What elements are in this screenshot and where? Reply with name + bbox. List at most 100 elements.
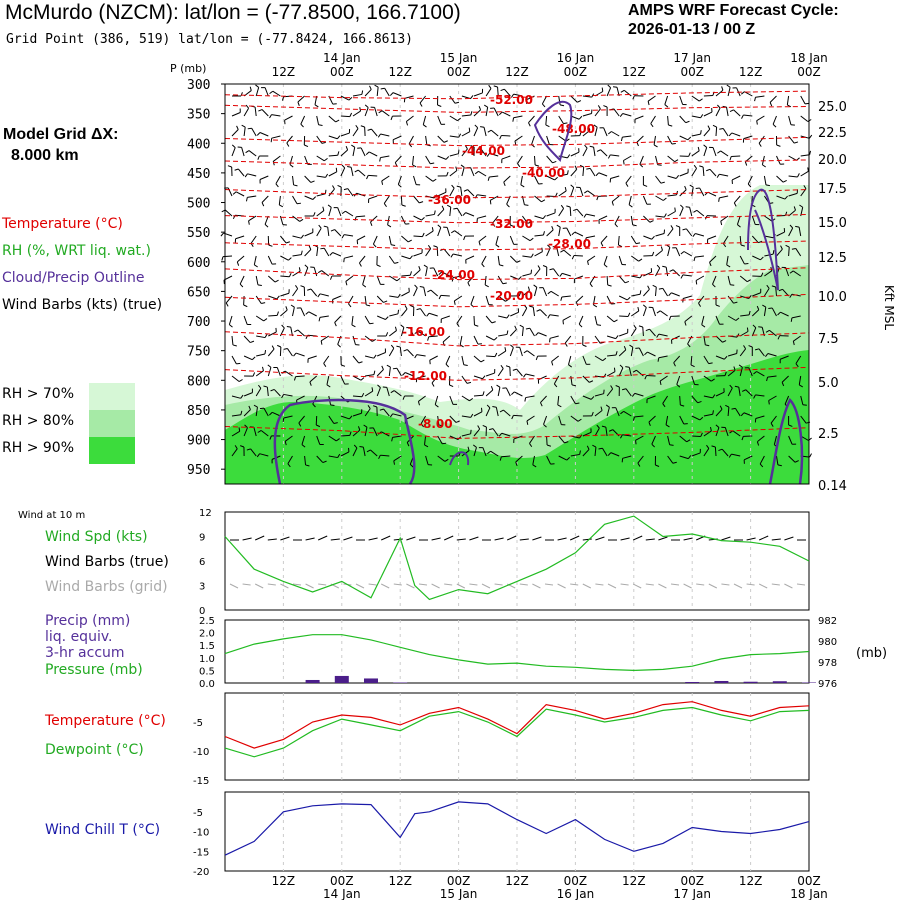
wind-barb: [352, 147, 356, 157]
wind-barb: [771, 307, 777, 317]
wind-barb: [503, 175, 511, 183]
wind-barb-flag: [748, 345, 753, 348]
wind-barb-flag: [632, 416, 635, 421]
wind-barb: [376, 295, 384, 303]
wind-barb: [372, 235, 378, 245]
wind-barb-flag: [258, 109, 263, 112]
wind-barb-flag: [267, 364, 272, 368]
wind-barb-flag: [777, 464, 782, 467]
wind-barb: [459, 335, 463, 345]
wind-barb-flag: [568, 364, 572, 368]
wind-barb: [296, 395, 305, 401]
wind-barb: [380, 155, 390, 159]
wind-barb-flag: [644, 351, 648, 356]
wind-barb: [539, 309, 547, 317]
wind-barb: [357, 169, 366, 177]
wind10m-grid-barb: [519, 583, 528, 586]
wind-barb-flag: [493, 337, 498, 341]
wind-barb-flag: [778, 288, 783, 292]
wind-barb: [485, 295, 490, 305]
wind-barb-flag: [687, 136, 692, 141]
wind-barb-flag: [281, 324, 285, 329]
wind-barb: [247, 195, 257, 198]
wind-barb-flag: [564, 441, 569, 444]
wind-barb: [483, 127, 487, 137]
wind-barb: [241, 147, 245, 157]
wind-barb-flag: [642, 304, 647, 308]
wind-barb-flag: [758, 143, 762, 147]
wind-barb-flag: [656, 264, 661, 269]
wind-barb: [224, 209, 233, 217]
wind-barb: [618, 255, 623, 265]
wind-barb-flag: [591, 93, 595, 98]
wind10m-grid-barb: [557, 583, 566, 589]
wind-barb: [722, 128, 729, 137]
wind-barb: [582, 355, 587, 365]
wind-barb: [319, 293, 329, 297]
wind-barb: [377, 352, 386, 357]
wind-barb-flag: [663, 213, 667, 218]
wind-barb: [352, 412, 362, 417]
wind-barb-flag: [789, 294, 793, 298]
wind-barb-flag: [649, 220, 654, 223]
wind-barb-flag: [697, 400, 702, 404]
wind10m-grid-barb: [570, 583, 579, 586]
wind-barb-flag: [644, 375, 647, 380]
wind-barb-flag: [552, 160, 557, 164]
wind-barb: [495, 407, 499, 417]
wind-barb-flag: [629, 344, 634, 348]
wind-barb-flag: [455, 166, 458, 171]
wind-barb: [664, 95, 669, 105]
wind-barb: [416, 375, 426, 379]
wind-barb-flag: [804, 102, 810, 105]
bottom-date-label: 14 Jan: [323, 887, 361, 900]
wind-barb: [727, 315, 737, 321]
wind-barb: [256, 335, 266, 339]
wind-barb-flag: [264, 224, 269, 228]
top-time-label: 12Z: [388, 65, 412, 79]
precip-bar: [393, 682, 408, 683]
wind-barb: [594, 393, 604, 397]
wind10m-barb: [380, 535, 391, 541]
wind-barb: [490, 129, 499, 137]
wind10m-grid-barb: [607, 583, 617, 589]
wind-barb-flag: [688, 152, 691, 157]
wind-barb: [381, 110, 390, 117]
wind10m-grid-barb: [696, 583, 705, 586]
wind-barb: [301, 435, 306, 445]
wind-barb-flag: [680, 404, 685, 407]
wind-barb: [328, 207, 332, 217]
wind-barb-flag: [697, 146, 700, 151]
wind-barb: [425, 248, 432, 257]
wind-barb-flag: [715, 304, 720, 307]
wind10m-barb: [758, 535, 769, 541]
wind-barb-flag: [726, 84, 731, 88]
wind-barb-flag: [635, 440, 637, 445]
legend-rh70-swatch: [89, 383, 135, 410]
wind-barb: [261, 109, 269, 117]
wind-barb: [239, 275, 245, 285]
wind-barb: [696, 209, 705, 217]
wind-barb: [562, 272, 571, 277]
wind-barb-flag: [483, 104, 488, 108]
wind-barb-flag: [573, 208, 578, 212]
wind-barb: [372, 427, 378, 437]
wind-barb: [564, 335, 572, 344]
wind-barb: [470, 295, 475, 305]
wind-barb-flag: [221, 256, 224, 261]
wind-barb: [522, 235, 531, 242]
wind-barb: [703, 375, 712, 382]
wind-barb: [553, 268, 560, 277]
height-tick-label: 2.5: [818, 427, 839, 442]
wind-barb: [374, 107, 378, 117]
wind-barb: [758, 135, 765, 144]
wind-barb: [652, 307, 656, 317]
wind-barb-flag: [317, 293, 321, 298]
wind-barb-flag: [560, 249, 565, 253]
wind-barb-flag: [298, 422, 302, 427]
wind-barb: [751, 309, 760, 317]
wind-barb: [727, 353, 737, 357]
wind-barb-flag: [793, 141, 799, 144]
wind-barb: [684, 315, 693, 323]
wind-tick-label: 9: [199, 533, 205, 544]
